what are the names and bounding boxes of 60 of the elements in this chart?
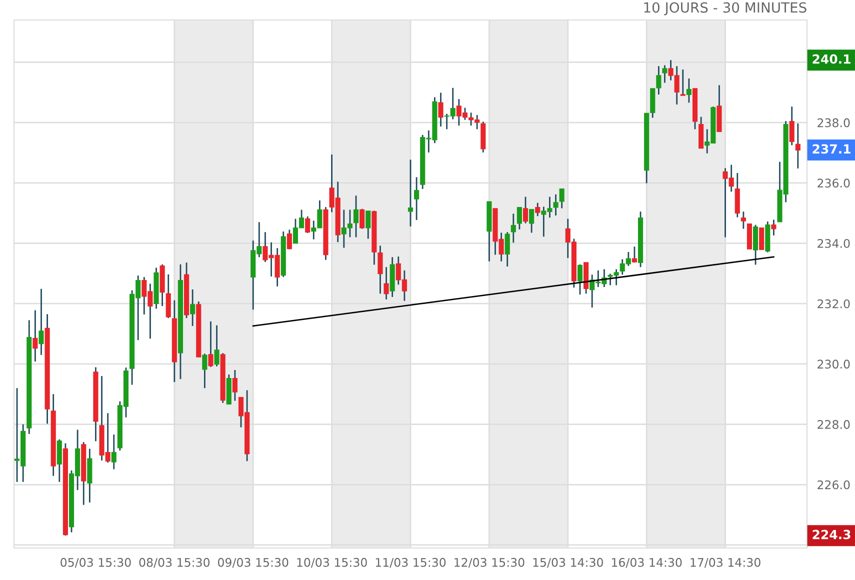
candlestick (662, 64, 668, 84)
y-tick-label: 232.0 (818, 299, 850, 308)
candlestick (214, 324, 220, 368)
x-tick-label: 15/03 14:30 (533, 558, 604, 568)
candlestick (686, 78, 692, 104)
candlestick (384, 266, 389, 300)
candlestick (360, 208, 365, 230)
candlestick (522, 196, 528, 224)
x-tick-label: 17/03 14:30 (690, 558, 760, 568)
candlestick (286, 228, 292, 250)
x-tick-label: 09/03 15:30 (218, 558, 288, 568)
candlestick (202, 353, 208, 389)
candlestick (632, 246, 638, 264)
candlestick (408, 159, 414, 228)
candlestick (438, 92, 444, 128)
candlestick (111, 434, 116, 470)
candlestick (32, 310, 38, 362)
candlestick (771, 219, 776, 236)
candlestick (753, 224, 758, 266)
candlestick (529, 208, 534, 234)
candlestick (378, 244, 383, 294)
text: 224.3 (812, 530, 850, 540)
candlestick (305, 216, 310, 234)
candlestick (789, 106, 794, 146)
candlestick (366, 210, 371, 240)
y-tick-label: 238.0 (818, 118, 850, 128)
x-tick-label: 11/03 15:30 (376, 558, 446, 568)
x-tick-label: 10/03 15:30 (297, 558, 367, 568)
candlestick (577, 264, 583, 296)
candlestick (740, 210, 746, 230)
candlestick (190, 288, 196, 327)
candlestick (208, 320, 214, 368)
candlestick (553, 194, 558, 216)
candlestick (559, 188, 564, 209)
y-tick-label: 230.0 (818, 360, 850, 369)
x-tick-label: 12/03 15:30 (454, 558, 524, 568)
candlestick (535, 202, 540, 217)
candlestick (38, 288, 44, 356)
y-tick-label: 236.0 (818, 178, 850, 188)
candlestick (56, 438, 62, 483)
chart-subtitle: 10 JOURS - 30 MINUTES (644, 2, 806, 16)
candlestick (759, 227, 764, 250)
x-tick-label: 16/03 14:30 (612, 558, 682, 568)
candlestick (232, 369, 238, 402)
x-tick-label: 08/03 15:30 (139, 558, 210, 568)
y-tick-label: 234.0 (818, 238, 850, 248)
candlestick (510, 213, 516, 244)
y-tick-label: 228.0 (818, 420, 850, 429)
candlestick (516, 206, 522, 230)
x-tick-label: 05/03 15:30 (60, 558, 131, 568)
y-tick-label: 226.0 (818, 480, 850, 490)
candlestick (698, 116, 704, 149)
candlestick (795, 122, 800, 170)
candlestick (414, 176, 420, 221)
candlestick (166, 274, 171, 319)
text: 237.1 (812, 144, 850, 154)
candlestick (353, 194, 359, 238)
candlestick (504, 231, 510, 268)
candlestick (680, 68, 686, 96)
text: 240.1 (812, 54, 850, 64)
